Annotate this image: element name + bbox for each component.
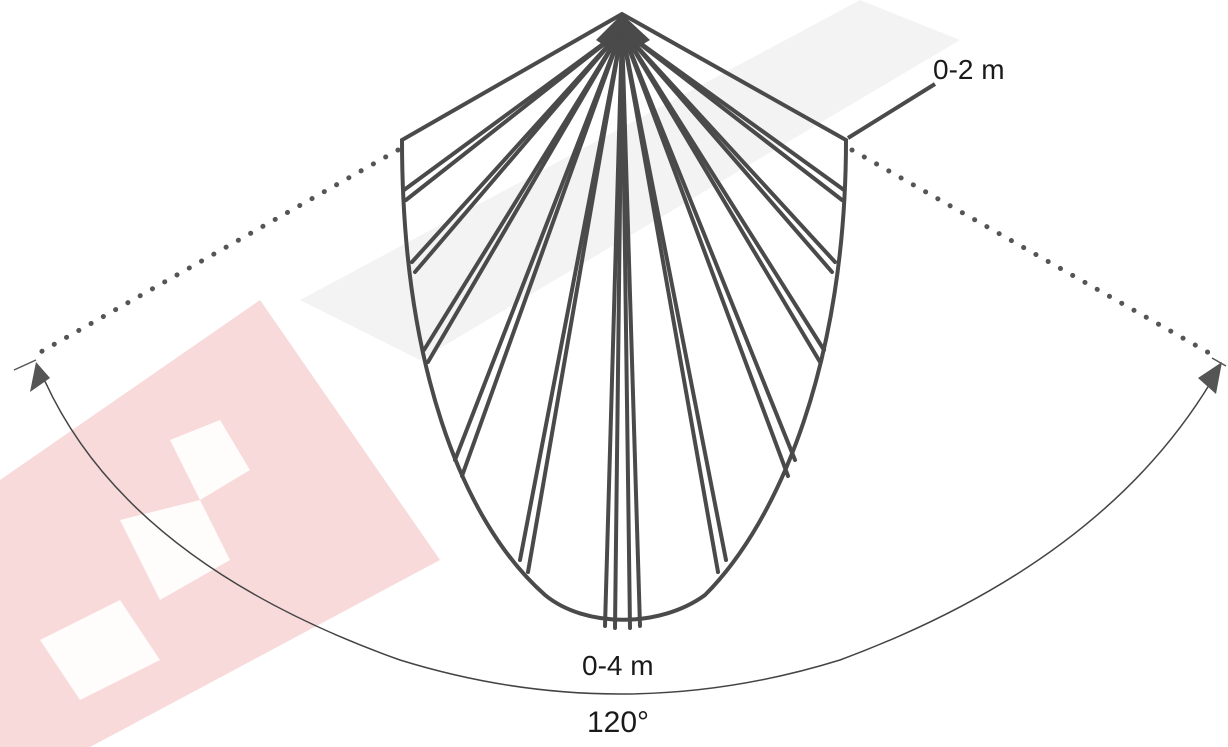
beam-line bbox=[620, 28, 846, 192]
fov-left-dotted-line bbox=[27, 147, 401, 361]
beam-line bbox=[620, 28, 837, 264]
beam-line bbox=[620, 28, 642, 628]
right-tick bbox=[1211, 357, 1227, 367]
angle-arc-line bbox=[39, 369, 1219, 695]
watermark-gray-band bbox=[300, 0, 960, 360]
right-arrowhead-icon bbox=[1198, 362, 1222, 394]
fov-right-dotted-line bbox=[849, 147, 1221, 361]
beam-line bbox=[426, 28, 624, 364]
beam-fan bbox=[402, 28, 846, 630]
far-range-label: 0-4 m bbox=[582, 650, 654, 681]
angle-arc bbox=[13, 357, 1227, 695]
beam-line bbox=[620, 28, 790, 478]
fov-boundaries bbox=[27, 147, 1221, 361]
watermark-letter-f bbox=[40, 600, 160, 700]
near-range-leader-line bbox=[846, 82, 937, 140]
beam-line bbox=[613, 28, 624, 630]
near-range-label: 0-2 m bbox=[933, 54, 1005, 85]
beam-line bbox=[620, 28, 826, 352]
beam-line bbox=[413, 28, 624, 274]
beam-line bbox=[460, 28, 624, 478]
beam-line bbox=[620, 28, 728, 562]
beam-line bbox=[526, 28, 624, 574]
beam-line bbox=[404, 28, 624, 202]
beam-line bbox=[620, 28, 797, 462]
left-tick bbox=[13, 359, 37, 371]
watermark-logo bbox=[0, 0, 960, 747]
detection-zone bbox=[399, 11, 849, 630]
detection-angle-label: 120° bbox=[587, 706, 650, 739]
watermark-red-band bbox=[0, 300, 440, 747]
watermark-letter-y bbox=[120, 420, 250, 600]
detection-zone-outline bbox=[399, 11, 849, 622]
left-arrowhead-icon bbox=[30, 362, 50, 392]
